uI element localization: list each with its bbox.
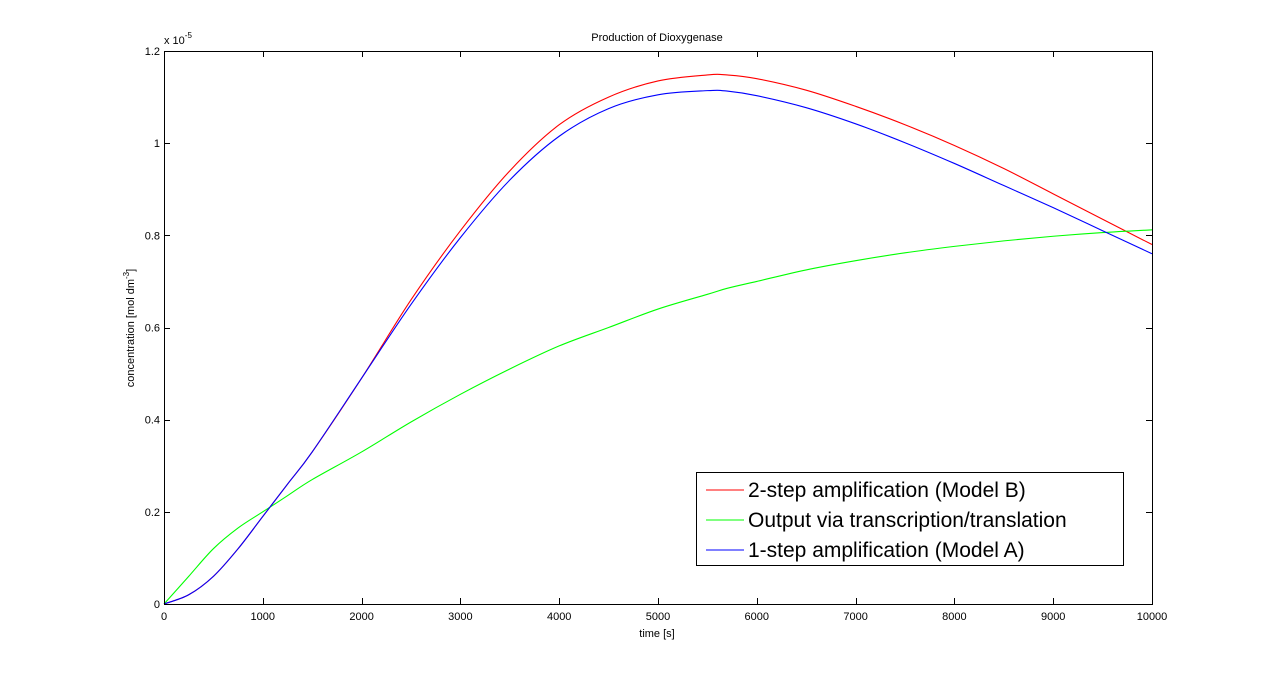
y-axis-label: concentration [mol dm-3] <box>122 269 137 387</box>
y-tick-label: 1.2 <box>145 46 160 58</box>
y-tick-label: 0.8 <box>145 230 160 242</box>
y-axis-label-sup: -3 <box>122 271 131 279</box>
x-tick-label: 0 <box>161 611 167 623</box>
ticks: 0 1000 2000 3000 4000 5000 6000 7000 8000 9000 100… <box>145 46 1168 623</box>
y-axis-label-main: concentration [mol dm <box>125 279 137 387</box>
x-tick-label: 4000 <box>547 611 571 623</box>
x-tick-label: 2000 <box>349 611 373 623</box>
chart-title: Production of Dioxygenase <box>591 32 722 44</box>
legend-label-3: 1-step amplification (Model A) <box>748 539 1025 562</box>
series-lines <box>163 73 1153 605</box>
x-tick-label: 8000 <box>942 611 966 623</box>
y-tick-label: 0.6 <box>145 323 160 335</box>
exponent-base: x 10 <box>164 35 185 47</box>
x-tick-label: 5000 <box>646 611 670 623</box>
x-axis-label: time [s] <box>639 628 674 640</box>
svg-text:x 10-5: x 10-5 <box>164 31 192 47</box>
legend-label-2: Output via transcription/translation <box>748 509 1067 532</box>
y-exponent-label: x 10-5 <box>164 31 192 47</box>
x-tick-label: 3000 <box>448 611 472 623</box>
y-tick-label: 0 <box>154 599 160 611</box>
y-tick-label: 1 <box>154 138 160 150</box>
exponent-power: -5 <box>185 31 193 40</box>
x-tick-label: 1000 <box>251 611 275 623</box>
x-tick-label: 6000 <box>745 611 769 623</box>
y-axis-label-end: ] <box>125 269 137 272</box>
x-tick-label: 10000 <box>1137 611 1168 623</box>
y-tick-label: 0.2 <box>145 507 160 519</box>
series-line-3 <box>163 89 1153 605</box>
y-tick-label: 0.4 <box>145 415 160 427</box>
x-tick-label: 9000 <box>1041 611 1065 623</box>
legend-box <box>696 472 1124 566</box>
legend: 2-step amplification (Model B) Output via… <box>696 472 1124 566</box>
legend-label-1: 2-step amplification (Model B) <box>748 479 1026 502</box>
plot-area-frame <box>164 51 1153 605</box>
x-tick-label: 7000 <box>843 611 867 623</box>
series-line-2 <box>163 229 1153 605</box>
